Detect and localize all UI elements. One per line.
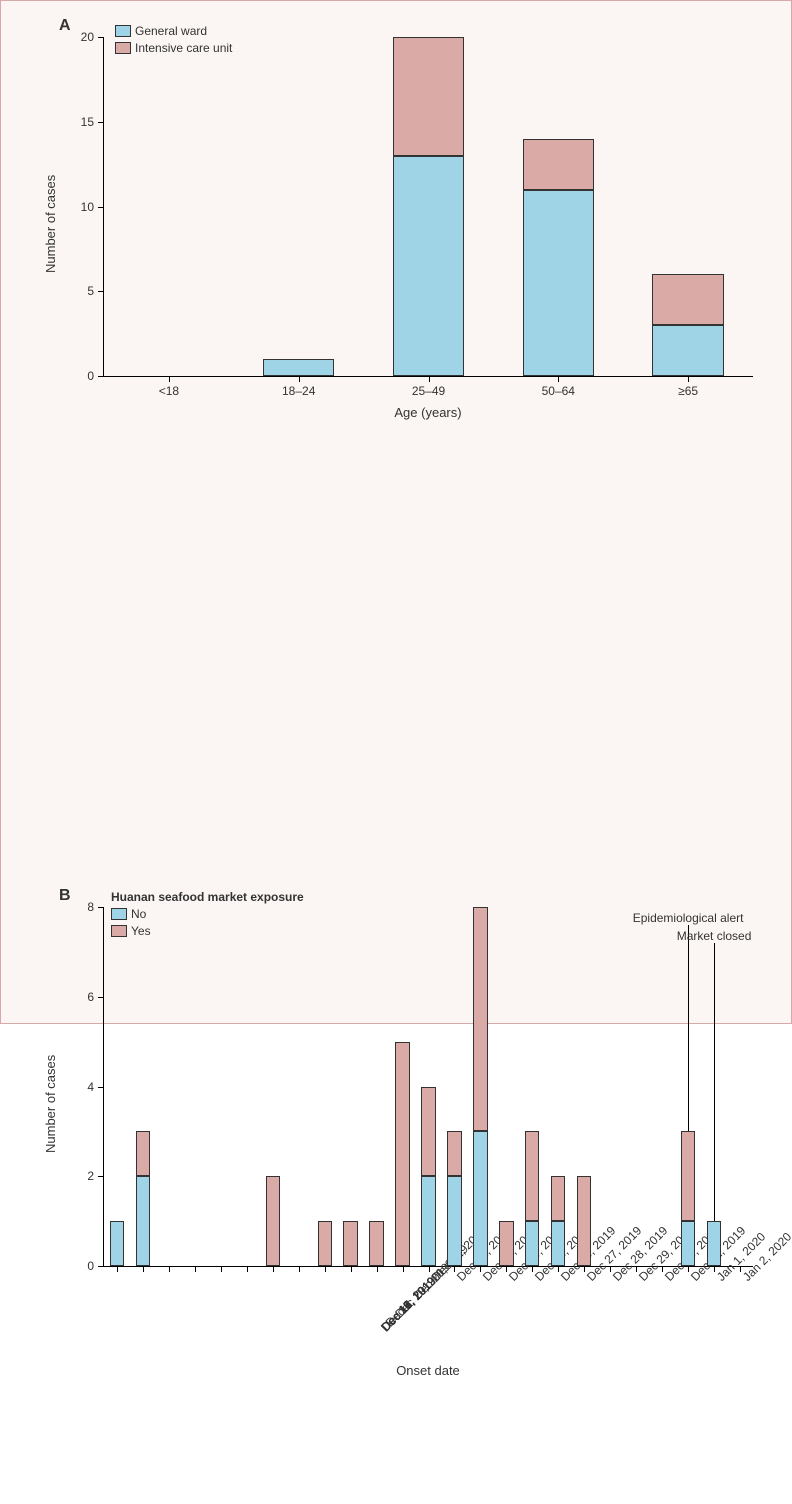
annotation-label: Market closed [677, 929, 752, 943]
bar-segment [551, 1221, 565, 1266]
bar-segment [343, 1221, 357, 1266]
x-tick [584, 1266, 585, 1272]
panel-a: A General ward Intensive care unit Numbe… [21, 13, 771, 443]
x-tick [714, 1266, 715, 1272]
bar-segment [263, 359, 334, 376]
x-tick-label: Dec 28, 2019 [610, 1274, 620, 1284]
y-tick-label: 2 [87, 1169, 104, 1183]
x-tick-label: Dec 25, 2019 [532, 1274, 542, 1284]
bar-segment [551, 1176, 565, 1221]
panel-a-label: A [59, 17, 71, 35]
bar-segment [577, 1176, 591, 1266]
x-tick-label: Dec 26, 2019 [558, 1274, 568, 1284]
x-tick-label: ≥65 [678, 376, 698, 398]
bar-segment [136, 1176, 150, 1266]
bar-segment [421, 1176, 435, 1266]
x-tick [143, 1266, 144, 1272]
bar-segment [421, 1087, 435, 1177]
x-tick [662, 1266, 663, 1272]
panel-b-legend-title: Huanan seafood market exposure [111, 889, 304, 906]
bar-segment [499, 1221, 513, 1266]
x-tick-label: Jan 1, 2020 [714, 1274, 724, 1284]
panel-a-x-label: Age (years) [103, 405, 753, 420]
x-tick-label: Jan 2, 2020 [740, 1274, 750, 1284]
panel-a-plot: 05101520<1818–2425–4950–64≥65 [103, 37, 753, 377]
x-tick-label: Dec 27, 2019 [584, 1274, 594, 1284]
panel-b: B Huanan seafood market exposure No Yes … [21, 883, 771, 1443]
annotation-label: Epidemiological alert [633, 911, 744, 925]
bar-segment [110, 1221, 124, 1266]
bar-segment [523, 190, 594, 376]
swatch-general-ward [115, 25, 131, 37]
bar-segment [318, 1221, 332, 1266]
x-tick-label: <18 [159, 376, 179, 398]
panel-b-y-label: Number of cases [43, 1055, 58, 1153]
bar-segment [652, 325, 723, 376]
bar-segment [395, 1042, 409, 1266]
panel-b-plot: 02468Dec 1, 2019Dec 10, 2019Dec 11, 2019… [103, 907, 753, 1267]
x-tick-label: 50–64 [542, 376, 575, 398]
x-tick [532, 1266, 533, 1272]
x-tick [117, 1266, 118, 1272]
panel-b-x-label: Onset date [103, 1363, 753, 1378]
x-tick-label: Dec 22, 2019 [454, 1274, 464, 1284]
bar-segment [447, 1176, 461, 1266]
bar-segment [652, 274, 723, 325]
y-tick-label: 8 [87, 900, 104, 914]
x-tick [247, 1266, 248, 1272]
bar-segment [136, 1131, 150, 1176]
x-tick [325, 1266, 326, 1272]
x-tick [195, 1266, 196, 1272]
y-tick-label: 15 [81, 115, 104, 129]
bar-segment [523, 139, 594, 190]
bar-segment [473, 1131, 487, 1266]
x-tick [636, 1266, 637, 1272]
x-tick [377, 1266, 378, 1272]
x-tick [221, 1266, 222, 1272]
x-tick [610, 1266, 611, 1272]
x-tick [454, 1266, 455, 1272]
bar-segment [393, 156, 464, 376]
x-tick-label: Dec 29, 2019 [636, 1274, 646, 1284]
x-tick-label: Dec 24, 2019 [506, 1274, 516, 1284]
bar-segment [266, 1176, 280, 1266]
bar-segment [393, 37, 464, 156]
panel-b-label: B [59, 887, 71, 905]
panel-a-y-label: Number of cases [43, 175, 58, 273]
bar-segment [525, 1131, 539, 1221]
x-tick-label: Dec 23, 2019 [480, 1274, 490, 1284]
y-tick-label: 10 [81, 200, 104, 214]
x-tick [299, 1266, 300, 1272]
x-tick [480, 1266, 481, 1272]
bar-segment [681, 1221, 695, 1266]
x-tick [351, 1266, 352, 1272]
bar-segment [473, 907, 487, 1131]
annotation-line [688, 925, 689, 1131]
y-tick-label: 0 [87, 369, 104, 383]
bar-segment [447, 1131, 461, 1176]
x-tick [429, 1266, 430, 1272]
x-tick [688, 1266, 689, 1272]
x-tick [403, 1266, 404, 1272]
figure: A General ward Intensive care unit Numbe… [0, 0, 792, 1024]
x-tick [506, 1266, 507, 1272]
x-tick-label: Dec 31, 2019 [688, 1274, 698, 1284]
y-tick-label: 4 [87, 1080, 104, 1094]
x-tick-label: 18–24 [282, 376, 315, 398]
y-tick-label: 0 [87, 1259, 104, 1273]
bar-segment [369, 1221, 383, 1266]
y-tick-label: 5 [87, 284, 104, 298]
y-tick-label: 6 [87, 990, 104, 1004]
bar-segment [681, 1131, 695, 1221]
x-tick [558, 1266, 559, 1272]
x-tick [169, 1266, 170, 1272]
x-tick [740, 1266, 741, 1272]
y-tick-label: 20 [81, 30, 104, 44]
x-tick [273, 1266, 274, 1272]
bar-segment [525, 1221, 539, 1266]
x-tick-label: Dec 30, 2019 [662, 1274, 672, 1284]
x-tick-label: 25–49 [412, 376, 445, 398]
annotation-line [714, 943, 715, 1221]
bar-segment [707, 1221, 721, 1266]
